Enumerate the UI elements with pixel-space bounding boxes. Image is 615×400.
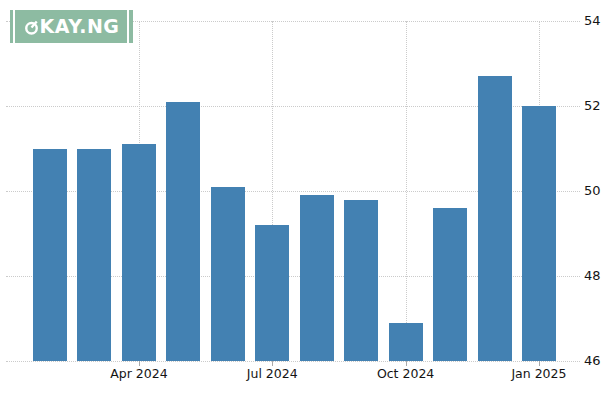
x-axis-tick-label: Jul 2024 — [247, 367, 298, 381]
chart-container: 46 48 50 52 54 Apr 2024 Jul 2024 Oct 2024 Jan 20… — [0, 0, 615, 400]
logo-left-stripe — [13, 10, 15, 43]
axis-labels-layer: 46 48 50 52 54 Apr 2024 Jul 2024 Oct 2024 Jan 20… — [0, 0, 615, 400]
y-axis-tick-label: 48 — [584, 269, 601, 283]
x-axis-tick-label: Jan 2025 — [511, 367, 566, 381]
y-axis-tick-label: 46 — [584, 354, 601, 368]
logo-text: KAY.NG — [24, 17, 120, 36]
okay-ng-logo: KAY.NG — [10, 10, 133, 43]
logo-o-icon — [24, 19, 39, 34]
logo-text-rest: KAY.NG — [40, 17, 120, 36]
y-axis-tick-label: 52 — [584, 99, 601, 113]
y-axis-tick-label: 54 — [584, 14, 601, 28]
x-axis-tick-label: Apr 2024 — [110, 367, 167, 381]
x-axis-tick-label: Oct 2024 — [377, 367, 434, 381]
y-axis-tick-label: 50 — [584, 184, 601, 198]
logo-right-stripe — [127, 10, 129, 43]
